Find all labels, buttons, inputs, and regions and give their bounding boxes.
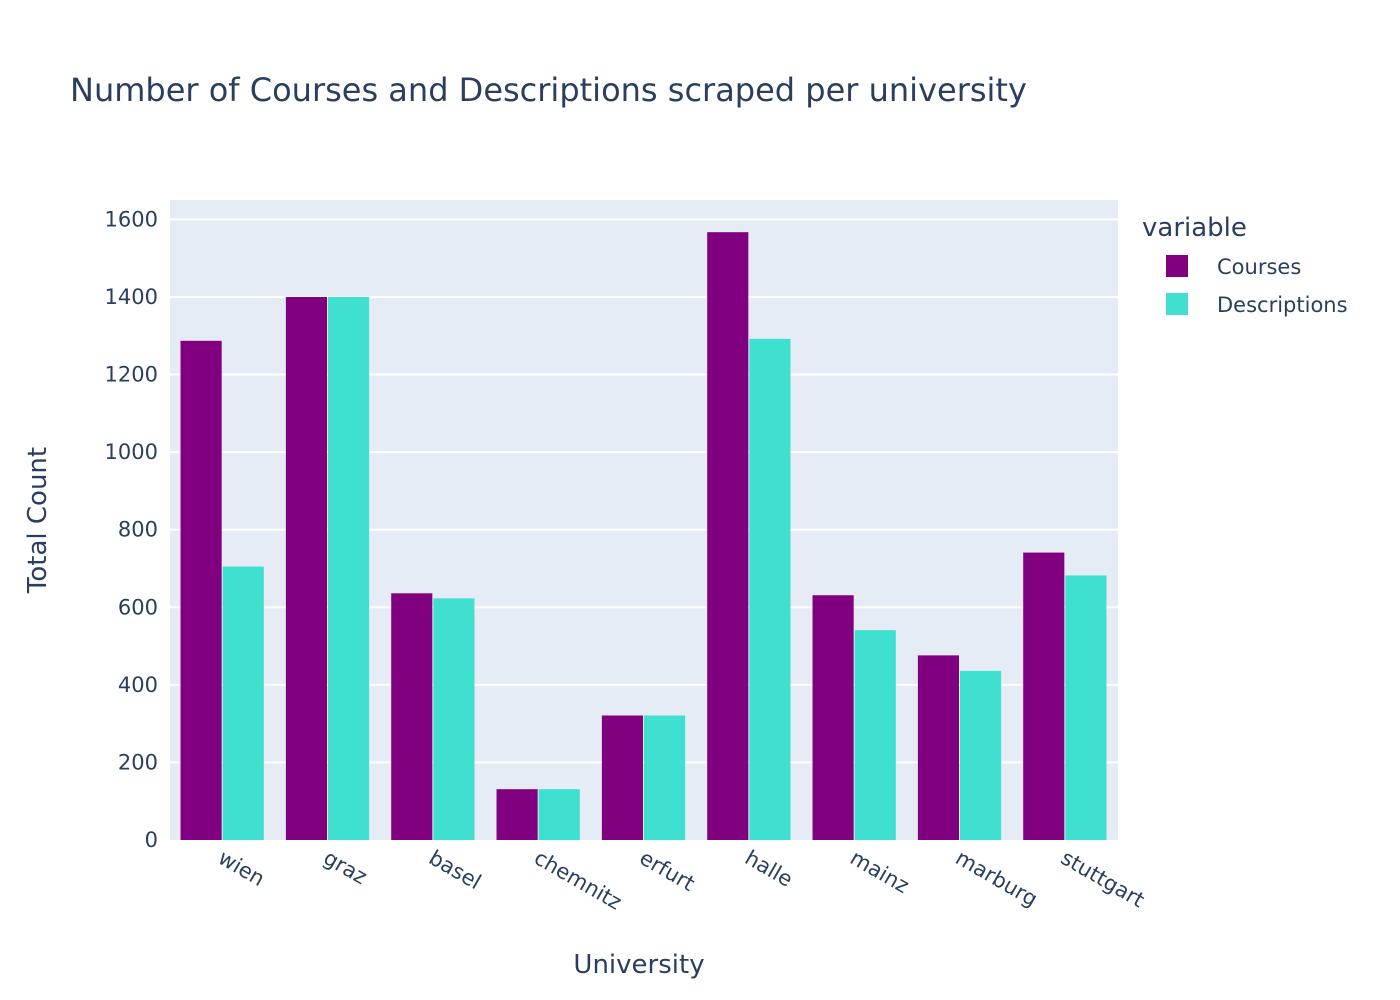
legend-swatch-descriptions <box>1166 293 1188 315</box>
y-tick-label: 600 <box>118 595 158 619</box>
chart-title: Number of Courses and Descriptions scrap… <box>70 71 1027 109</box>
bar-courses-graz[interactable] <box>285 296 327 840</box>
bar-descriptions-halle[interactable] <box>749 338 791 840</box>
x-tick-label-basel: basel <box>425 846 485 895</box>
y-tick-label: 1200 <box>105 363 158 387</box>
y-tick-label: 400 <box>118 673 158 697</box>
legend: variable Courses Descriptions <box>1142 213 1348 317</box>
bar-descriptions-basel[interactable] <box>433 598 475 840</box>
x-tick-label-chemnitz: chemnitz <box>530 846 626 915</box>
x-axis-ticks: wien graz basel chemnitz erfurt halle mainz mar… <box>214 846 1148 915</box>
bar-courses-marburg[interactable] <box>917 655 959 840</box>
y-tick-label: 1000 <box>105 440 158 464</box>
bar-descriptions-erfurt[interactable] <box>644 715 686 840</box>
bar-descriptions-marburg[interactable] <box>960 670 1002 840</box>
bar-courses-chemnitz[interactable] <box>496 789 538 840</box>
y-tick-label: 1600 <box>105 207 158 231</box>
legend-label-courses[interactable]: Courses <box>1217 255 1301 279</box>
y-tick-label: 200 <box>118 750 158 774</box>
bar-courses-erfurt[interactable] <box>601 715 643 840</box>
x-tick-label-marburg: marburg <box>952 846 1042 912</box>
bar-descriptions-chemnitz[interactable] <box>538 789 580 840</box>
x-tick-label-graz: graz <box>320 846 372 890</box>
bars <box>180 232 1107 840</box>
bar-descriptions-graz[interactable] <box>328 296 370 840</box>
x-tick-label-halle: halle <box>741 846 797 892</box>
bar-courses-wien[interactable] <box>180 340 222 840</box>
bar-descriptions-wien[interactable] <box>222 566 264 840</box>
bar-descriptions-stuttgart[interactable] <box>1065 575 1107 840</box>
x-tick-label-erfurt: erfurt <box>636 846 699 896</box>
bar-descriptions-mainz[interactable] <box>854 630 896 840</box>
x-tick-label-wien: wien <box>214 846 269 891</box>
x-tick-label-stuttgart: stuttgart <box>1057 846 1149 913</box>
bar-courses-mainz[interactable] <box>812 595 854 840</box>
y-tick-label: 0 <box>145 828 158 852</box>
bar-courses-stuttgart[interactable] <box>1023 552 1065 840</box>
x-axis-title: University <box>573 950 704 980</box>
bar-courses-halle[interactable] <box>707 232 749 840</box>
legend-swatch-courses <box>1166 255 1188 277</box>
bar-courses-basel[interactable] <box>391 593 433 840</box>
legend-title: variable <box>1142 213 1247 243</box>
y-axis-title: Total Count <box>23 447 53 594</box>
y-axis-ticks: 0 200 400 600 800 1000 1200 1400 1600 <box>105 207 158 852</box>
y-tick-label: 1400 <box>105 285 158 309</box>
x-tick-label-mainz: mainz <box>846 846 913 899</box>
y-tick-label: 800 <box>118 518 158 542</box>
legend-label-descriptions[interactable]: Descriptions <box>1217 293 1348 317</box>
